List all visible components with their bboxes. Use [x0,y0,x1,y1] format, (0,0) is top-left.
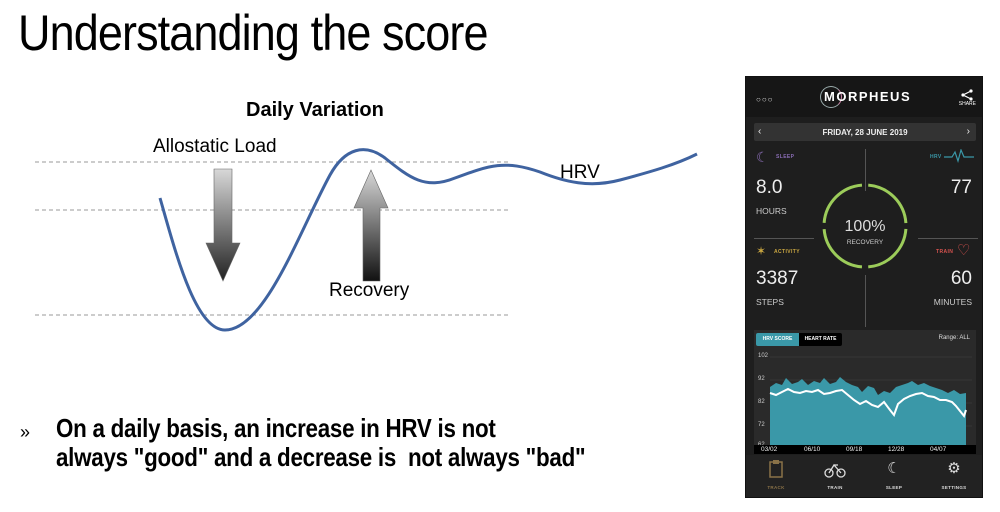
prev-day-button[interactable]: ‹ [758,126,762,137]
share-icon [961,89,973,101]
clipboard-icon [769,460,783,478]
hrv-value: 77 [950,177,972,198]
activity-value: 3387 [756,268,799,289]
nav-sleep[interactable]: ☾ SLEEP [874,459,914,490]
divider [918,238,978,239]
tab-heart-rate[interactable]: HEART RATE [799,333,842,346]
sleep-label: SLEEP [776,154,795,160]
recovery-label: RECOVERY [846,239,884,246]
metrics-panel: ☾ SLEEP 8.0 HOURS HRV 77 100% RECOVERY ✶… [746,143,982,333]
range-selector[interactable]: Range: ALL [938,335,970,341]
share-button[interactable]: SHARE [959,89,976,107]
next-day-button[interactable]: › [966,126,970,137]
bullet-marker: » [20,422,30,442]
x-tick: 12/28 [888,446,905,453]
current-date: FRIDAY, 28 JUNE 2019 [822,128,908,137]
more-dots-icon[interactable]: ○○○ [756,95,774,104]
hrv-label: HRV [560,162,600,183]
nav-settings[interactable]: ⚙ SETTINGS [934,459,974,490]
train-value: 60 [950,268,972,289]
y-tick: 102 [758,353,769,359]
nav-train[interactable]: TRAIN [815,459,855,490]
x-tick: 04/07 [930,446,947,453]
nav-track[interactable]: TRACK [756,459,796,490]
hrv-chart-panel: HRV SCORE HEART RATE Range: ALL 102 92 8… [754,330,976,454]
app-logo: MORPHEUS [824,89,912,104]
activity-unit: STEPS [756,297,784,307]
allostatic-load-label: Allostatic Load [153,136,277,157]
nav-track-label: TRACK [767,485,785,490]
recovery-label: Recovery [329,280,410,301]
x-tick: 03/02 [761,446,778,453]
diagram-title: Daily Variation [246,99,384,121]
y-tick: 82 [758,399,765,405]
bike-icon [824,463,846,478]
divider [865,275,866,327]
nav-sleep-label: SLEEP [885,485,903,490]
running-person-icon: ✶ [756,244,767,258]
hrv-chart [769,356,972,445]
recovery-percent: 100% [844,218,886,235]
diagram-graphic [35,148,698,332]
date-bar: ‹ FRIDAY, 28 JUNE 2019 › [754,123,976,141]
divider [754,238,814,239]
moon-stars-icon: ☾ [756,149,769,165]
hrv-metric-label: HRV [930,154,942,160]
train-label: TRAIN [936,249,954,255]
x-axis [754,445,976,454]
bottom-nav: TRACK TRAIN ☾ SLEEP ⚙ SETTINGS [746,455,982,497]
app-header: ○○○ MORPHEUS SHARE [746,77,982,117]
logo-ring-icon [820,86,842,108]
gear-icon: ⚙ [947,460,961,477]
tab-hrv-score[interactable]: HRV SCORE [756,333,799,346]
activity-label: ACTIVITY [774,249,800,255]
nav-train-label: TRAIN [827,485,843,490]
x-tick: 06/10 [804,446,821,453]
y-tick: 72 [758,422,765,428]
divider [865,149,866,191]
slide-title: Understanding the score [18,5,489,61]
sleep-unit: HOURS [756,206,787,216]
y-tick: 92 [758,376,765,382]
moon-stars-icon: ☾ [887,460,901,477]
bullet-text: On a daily basis, an increase in HRV is … [56,413,586,472]
morpheus-app-screenshot: ○○○ MORPHEUS SHARE ‹ FRIDAY, 28 JUNE 201… [745,76,983,498]
heartbeat-icon [944,149,974,163]
train-unit: MINUTES [933,297,972,307]
sleep-value: 8.0 [756,177,783,198]
share-label: SHARE [958,101,976,107]
nav-settings-label: SETTINGS [941,485,967,490]
x-tick: 09/18 [846,446,863,453]
heart-pulse-icon: ♡ [957,242,971,259]
